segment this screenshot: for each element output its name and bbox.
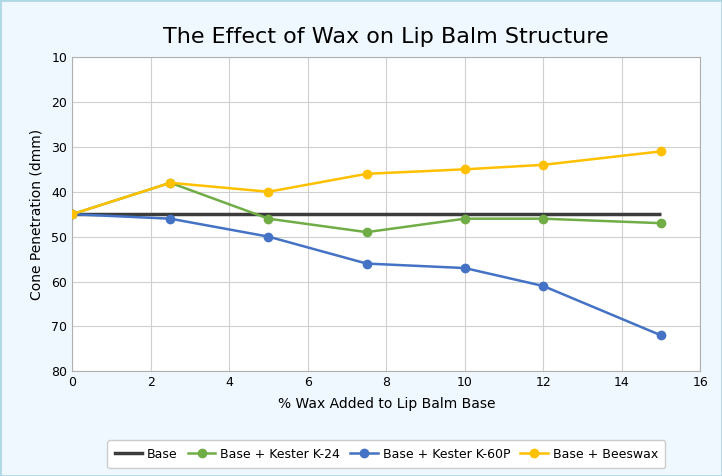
Line: Base + Kester K-24: Base + Kester K-24 [68,178,665,236]
Base + Kester K-60P [362,261,371,267]
Base + Kester K-60P [68,211,77,217]
Base + Kester K-24 [68,211,77,217]
Base + Beeswax [657,149,666,154]
Base + Kester K-60P [264,234,273,239]
Line: Base + Beeswax: Base + Beeswax [68,147,665,218]
Base + Beeswax [68,211,77,217]
X-axis label: % Wax Added to Lip Balm Base: % Wax Added to Lip Balm Base [277,397,495,411]
Base + Kester K-24 [539,216,548,221]
Base + Kester K-24 [461,216,469,221]
Line: Base + Kester K-60P: Base + Kester K-60P [68,210,665,339]
Y-axis label: Cone Penetration (dmm): Cone Penetration (dmm) [29,129,43,300]
Base + Beeswax [539,162,548,168]
Base + Kester K-60P [657,333,666,338]
Base + Kester K-24 [657,220,666,226]
Base + Kester K-60P [166,216,175,221]
Legend: Base, Base + Kester K-24, Base + Kester K-60P, Base + Beeswax: Base, Base + Kester K-24, Base + Kester … [107,440,666,468]
Base + Kester K-60P [539,283,548,289]
Base + Kester K-24 [166,180,175,186]
Base + Beeswax [461,167,469,172]
Base + Beeswax [264,189,273,195]
Base + Kester K-60P [461,265,469,271]
Title: The Effect of Wax on Lip Balm Structure: The Effect of Wax on Lip Balm Structure [163,27,609,47]
Base + Kester K-24 [362,229,371,235]
Base + Kester K-24 [264,216,273,221]
Base + Beeswax [362,171,371,177]
Base + Beeswax [166,180,175,186]
